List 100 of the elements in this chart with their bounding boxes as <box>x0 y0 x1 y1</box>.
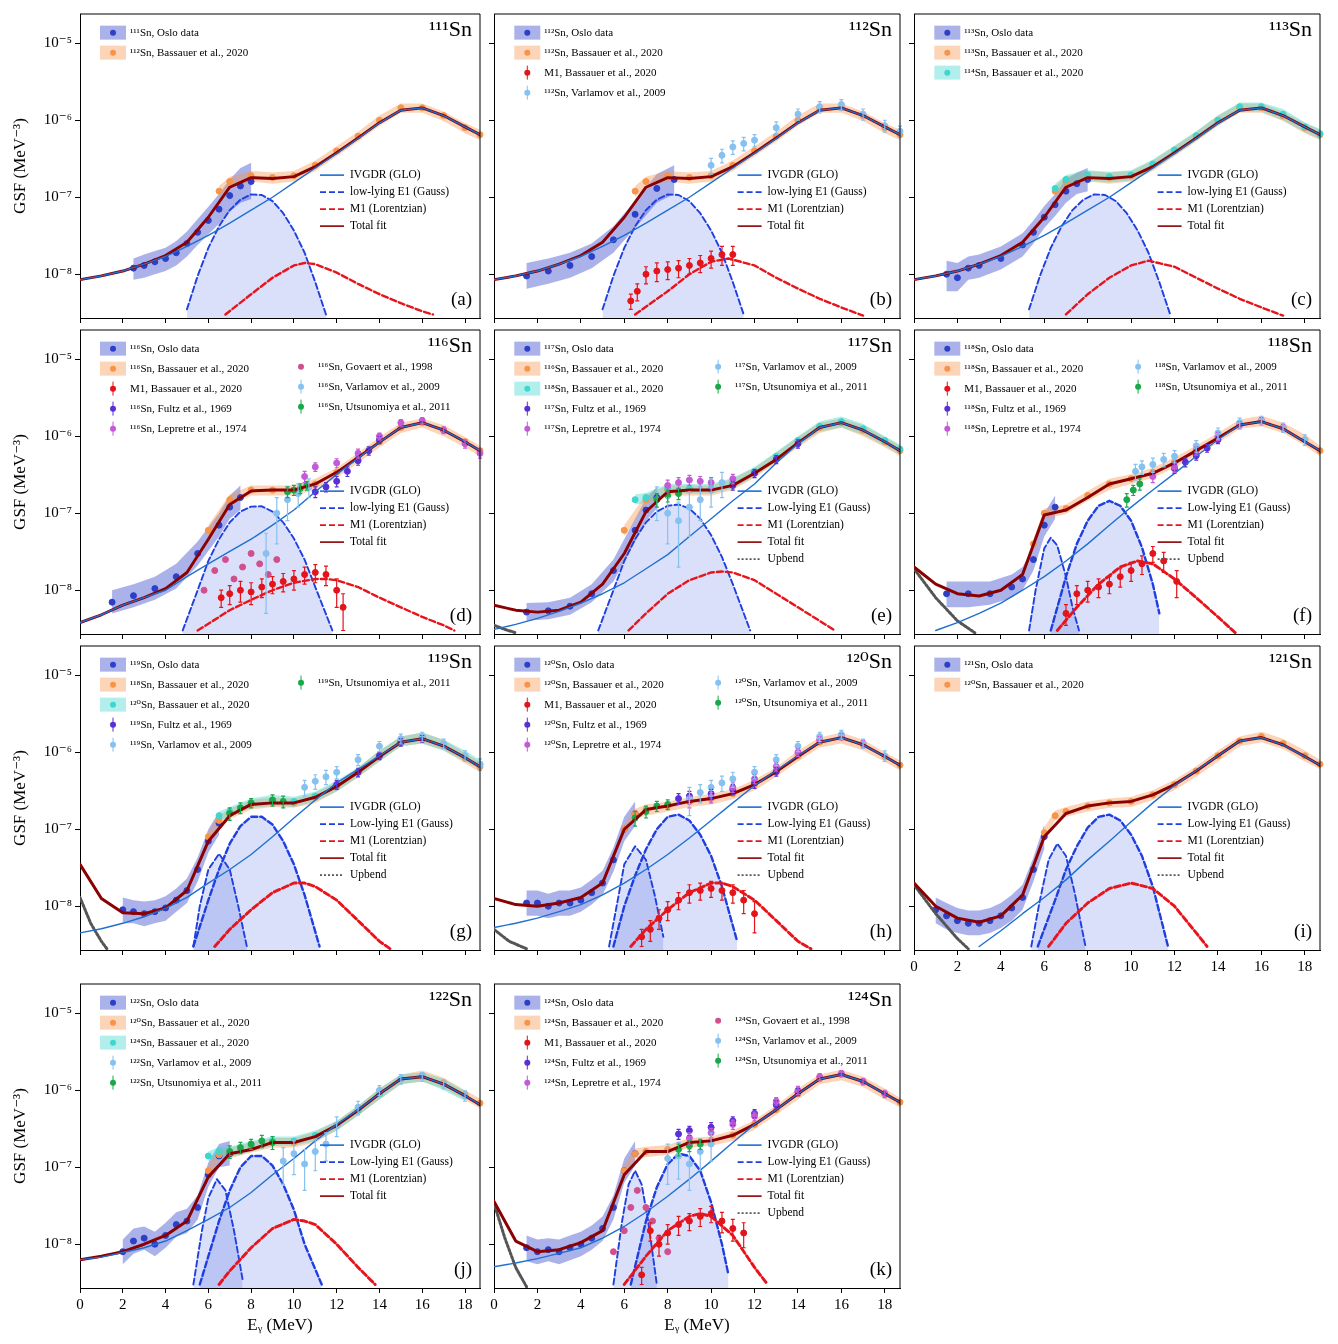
legend-label: ¹¹⁸Sn, Fultz et al., 1969 <box>964 401 1067 414</box>
legend-label: Total fit <box>767 535 805 548</box>
legend-label: M1, Bassauer et al., 2020 <box>130 381 243 394</box>
legend-label: ¹¹⁸Sn, Bassauer et al., 2020 <box>130 677 250 690</box>
legend-label: IVGDR (GLO) <box>350 168 421 182</box>
x-axis-title: Eᵧ (MeV) <box>664 1315 730 1335</box>
annotation: (d) <box>449 604 472 627</box>
x-tick-label: 6 <box>204 1295 213 1312</box>
legend-label: Total fit <box>350 535 388 548</box>
legend-label: ¹²¹Sn, Oslo data <box>964 657 1034 670</box>
legend-label: ¹¹⁷Sn, Lepretre et al., 1974 <box>544 421 662 434</box>
legend-label: ¹¹²Sn, Bassauer et al., 2020 <box>130 45 249 58</box>
legend-label: M1 (Lorentzian) <box>1187 518 1265 532</box>
legend-label: ¹¹⁹Sn, Utsunomiya et al., 2011 <box>318 675 451 688</box>
x-tick-label: 4 <box>997 957 1006 974</box>
legend-label: ¹²²Sn, Oslo data <box>130 995 199 1008</box>
y-tick-label: 10⁻⁷ <box>43 1158 72 1175</box>
legend-label: ¹¹⁸Sn, Utsunomiya et al., 2011 <box>1155 379 1288 392</box>
y-tick-label: 10⁻⁵ <box>43 1004 72 1021</box>
legend-label: Low-lying E1 (Gauss) <box>767 501 871 515</box>
chart-title: ¹²²Sn <box>428 985 472 1011</box>
x-tick-label: 6 <box>1040 957 1049 974</box>
x-tick-label: 18 <box>877 1295 893 1312</box>
chart-title: ¹¹⁹Sn <box>427 647 472 673</box>
x-tick-label: 10 <box>703 1295 719 1312</box>
legend-label: ¹¹⁶Sn, Bassauer et al., 2020 <box>130 361 250 374</box>
annotation: (j) <box>454 1258 472 1281</box>
legend-label: ¹¹⁷Sn, Oslo data <box>544 341 614 354</box>
legend-label: Upbend <box>1187 552 1225 566</box>
legend-label: Total fit <box>767 1189 805 1202</box>
legend-label: IVGDR (GLO) <box>350 484 421 498</box>
legend-label: ¹¹⁶Sn, Utsunomiya et al., 2011 <box>318 399 451 412</box>
y-axis-title: GSF (MeV⁻³) <box>9 434 29 530</box>
x-tick-label: 16 <box>1253 957 1270 974</box>
legend-label: low-lying E1 (Gauss) <box>350 185 450 199</box>
annotation: (h) <box>869 920 892 943</box>
legend-label: ¹¹⁶Sn, Lepretre et al., 1974 <box>130 421 247 434</box>
legend-label: Low-lying E1 (Gauss) <box>1187 817 1291 831</box>
y-tick-label: 10⁻⁶ <box>43 427 72 444</box>
legend-label: Upbend <box>767 552 805 566</box>
y-tick-label: 10⁻⁶ <box>43 1081 72 1098</box>
legend-label: M1 (Lorentzian) <box>350 202 427 216</box>
legend-label: Total fit <box>350 219 388 232</box>
legend-label: M1 (Lorentzian) <box>767 1172 845 1186</box>
legend-label: Upbend <box>767 868 805 882</box>
annotation: (b) <box>869 288 892 311</box>
legend-label: ¹¹⁴Sn, Bassauer et al., 2020 <box>964 65 1084 78</box>
y-axis-title: GSF (MeV⁻³) <box>9 118 29 214</box>
x-tick-label: 16 <box>833 1295 850 1312</box>
legend-label: ¹²⁴Sn, Bassauer et al., 2020 <box>544 1015 664 1028</box>
chart-title: ¹¹⁸Sn <box>1267 331 1312 357</box>
annotation: (c) <box>1290 288 1312 311</box>
legend-label: M1, Bassauer et al., 2020 <box>544 65 657 78</box>
legend-label: ¹¹²Sn, Bassauer et al., 2020 <box>544 45 664 58</box>
legend-label: IVGDR (GLO) <box>1187 800 1259 814</box>
legend-label: ¹¹⁶Sn, Fultz et al., 1969 <box>130 401 233 414</box>
legend-label: Total fit <box>350 851 388 864</box>
legend-label: Low-lying E1 (Gauss) <box>767 1155 871 1169</box>
chart-title: ¹¹⁶Sn <box>427 331 472 357</box>
legend-label: Total fit <box>767 851 805 864</box>
legend-label: ¹¹⁸Sn, Bassauer et al., 2020 <box>964 361 1084 374</box>
legend-label: ¹²²Sn, Utsunomiya et al., 2011 <box>130 1075 263 1088</box>
annotation: (f) <box>1293 604 1312 627</box>
x-tick-label: 0 <box>76 1295 84 1312</box>
x-tick-label: 8 <box>663 1295 672 1312</box>
legend-label: IVGDR (GLO) <box>767 168 839 182</box>
legend-label: IVGDR (GLO) <box>350 1138 421 1152</box>
legend-label: ¹¹⁷Sn, Fultz et al., 1969 <box>544 401 647 414</box>
legend-label: ¹²⁰Sn, Bassauer et al., 2020 <box>544 677 665 690</box>
legend-label: ¹¹⁶Sn, Oslo data <box>130 341 200 354</box>
legend-label: ¹²²Sn, Varlamov et al., 2009 <box>130 1055 252 1068</box>
x-tick-label: 14 <box>790 1295 806 1312</box>
chart-title: ¹²⁰Sn <box>846 647 892 673</box>
annotation: (a) <box>450 288 472 311</box>
x-axis-title: Eᵧ (MeV) <box>247 1315 313 1335</box>
legend-label: M1 (Lorentzian) <box>350 834 427 848</box>
legend-label: IVGDR (GLO) <box>1187 168 1259 182</box>
x-tick-label: 18 <box>1297 957 1313 974</box>
legend-label: ¹¹⁸Sn, Varlamov et al., 2009 <box>1155 359 1278 372</box>
legend-label: Upbend <box>767 1206 805 1220</box>
annotation: (e) <box>870 604 892 627</box>
y-tick-label: 10⁻⁶ <box>43 743 72 760</box>
legend-label: ¹²⁴Sn, Fultz et al., 1969 <box>544 1055 647 1068</box>
y-axis-title: GSF (MeV⁻³) <box>9 1088 29 1184</box>
y-tick-label: 10⁻⁸ <box>43 265 72 282</box>
legend-label: ¹²⁴Sn, Varlamov et al., 2009 <box>735 1033 858 1046</box>
chart-title: ¹¹⁷Sn <box>847 331 892 357</box>
legend-label: Low-lying E1 (Gauss) <box>1187 501 1291 515</box>
legend-label: M1 (Lorentzian) <box>350 518 427 532</box>
legend-label: ¹¹²Sn, Oslo data <box>544 25 614 38</box>
legend-label: ¹¹⁹Sn, Oslo data <box>130 657 200 670</box>
x-tick-label: 8 <box>247 1295 255 1312</box>
x-tick-label: 4 <box>577 1295 586 1312</box>
legend-label: M1 (Lorentzian) <box>1187 202 1265 216</box>
legend-label: Total fit <box>1187 535 1225 548</box>
x-tick-label: 0 <box>910 957 918 974</box>
legend-label: IVGDR (GLO) <box>1187 484 1259 498</box>
x-tick-label: 12 <box>329 1295 345 1312</box>
x-tick-label: 6 <box>620 1295 629 1312</box>
y-tick-label: 10⁻⁷ <box>43 820 72 837</box>
